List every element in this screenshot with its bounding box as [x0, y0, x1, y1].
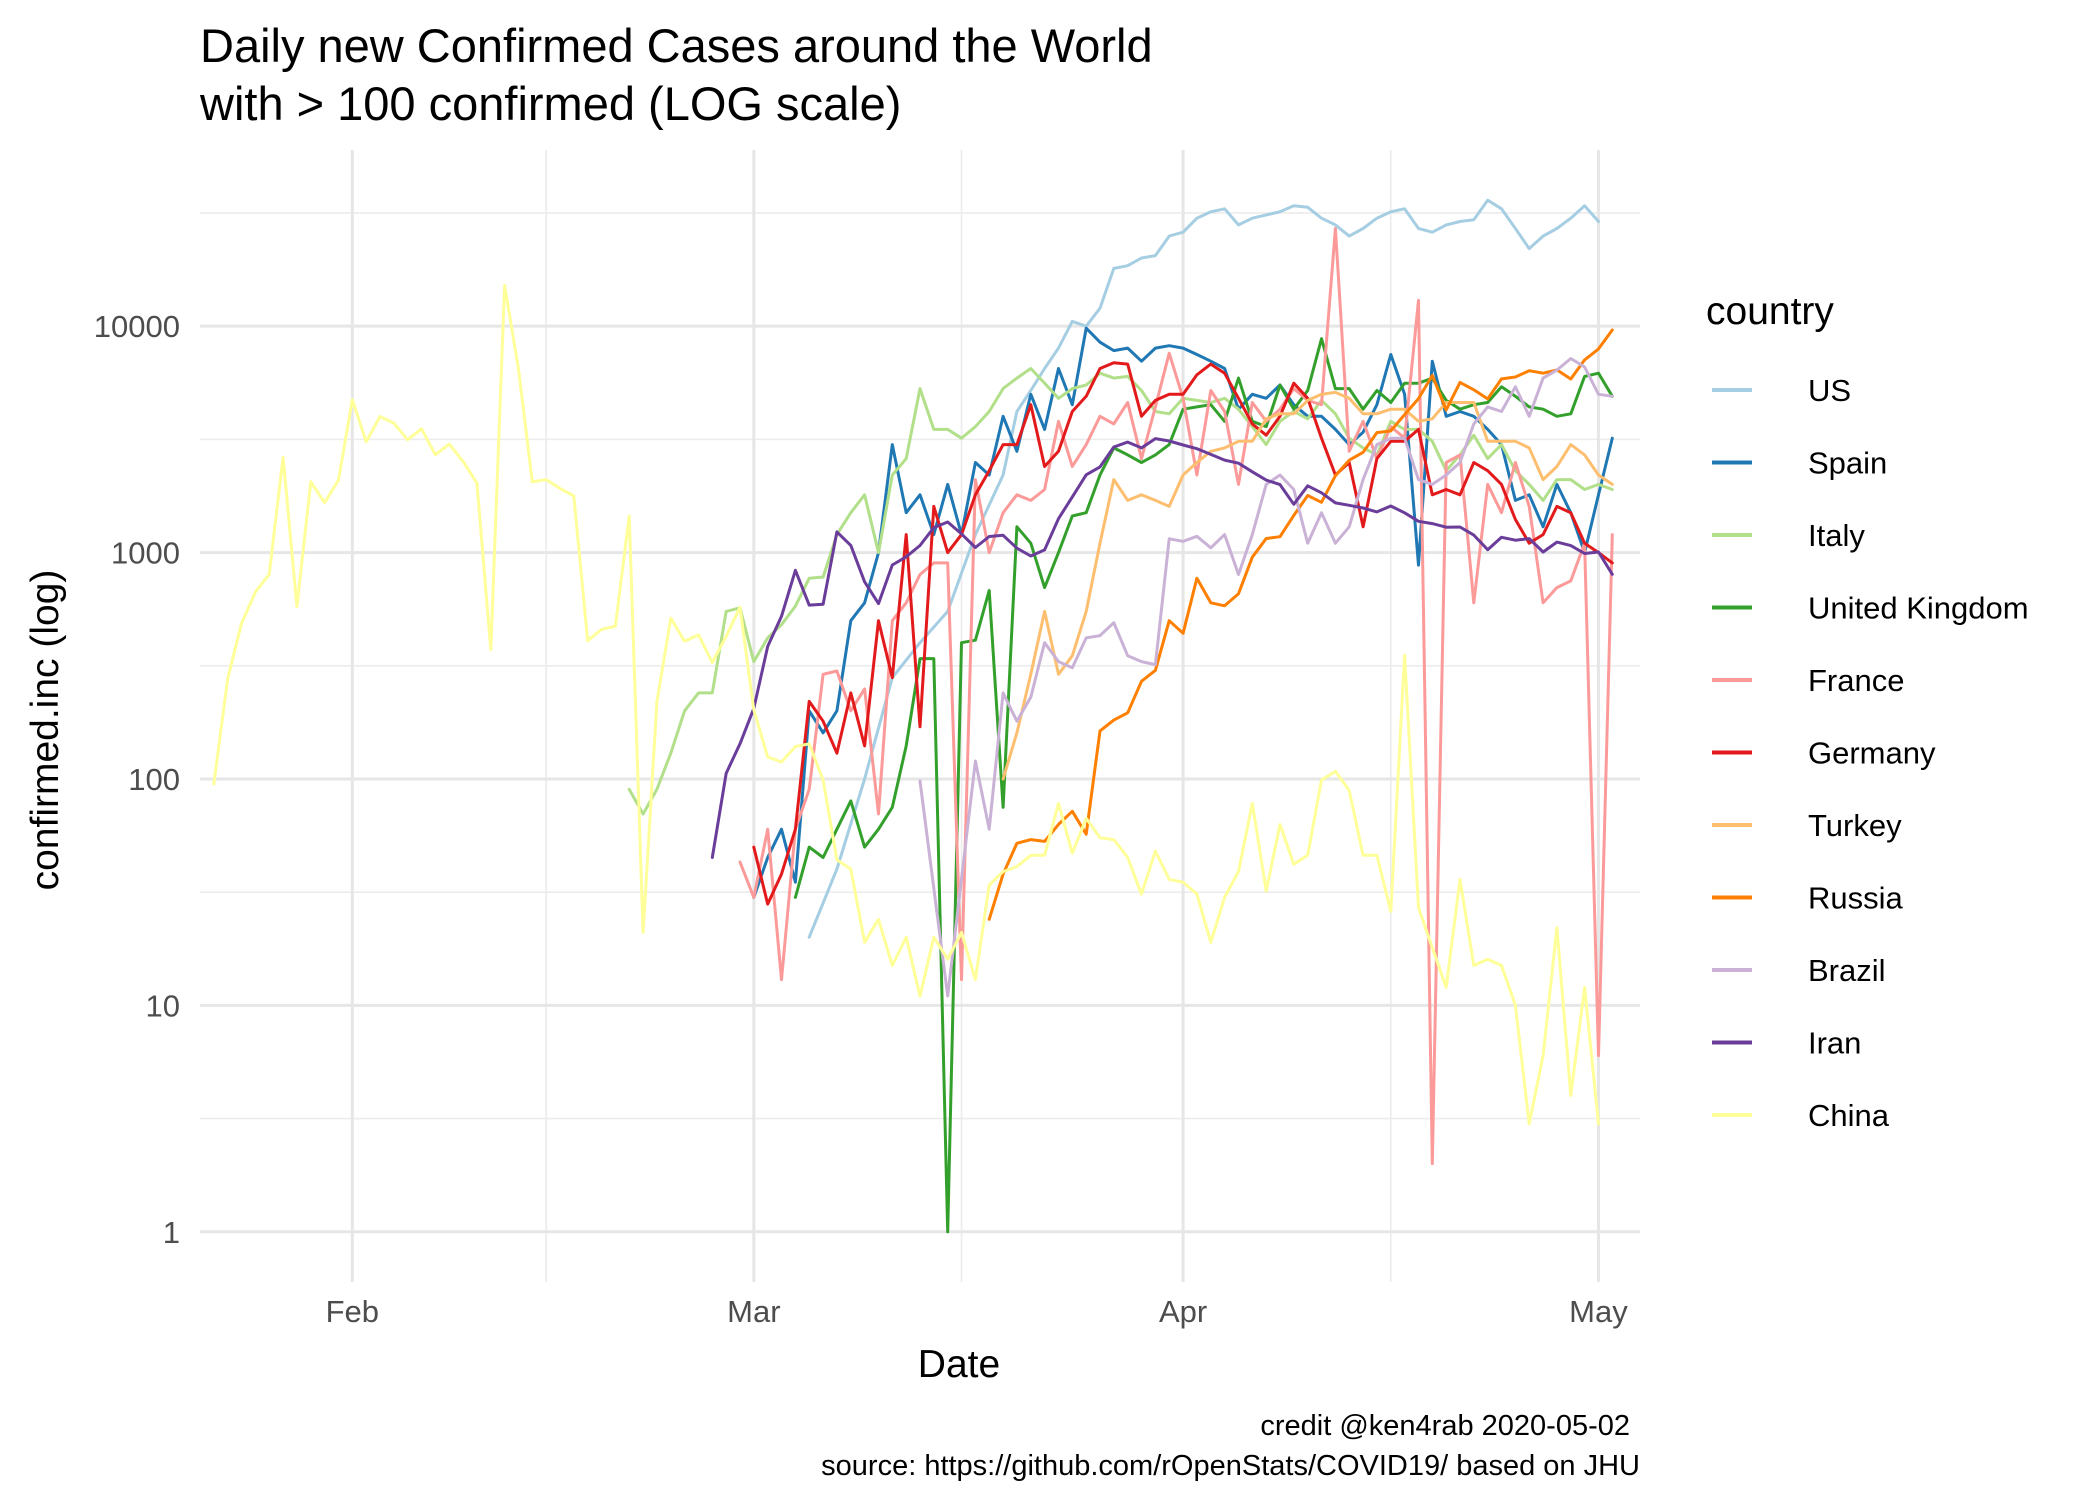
legend-label-china: China — [1808, 1098, 1890, 1133]
legend-label-germany: Germany — [1808, 736, 1936, 771]
series-line-france — [738, 227, 1614, 1166]
y-tick-label: 1 — [163, 1215, 180, 1250]
series-line-brazil — [918, 357, 1614, 998]
legend-label-brazil: Brazil — [1808, 953, 1886, 988]
caption: credit @ken4rab 2020-05-02 source: https… — [821, 1410, 1640, 1482]
grid — [200, 150, 1640, 1282]
legend-label-france: France — [1808, 663, 1904, 698]
y-tick-label: 10000 — [94, 309, 180, 344]
legend-label-russia: Russia — [1808, 881, 1904, 916]
x-axis-tick-labels: Feb Mar Apr May — [326, 1294, 1629, 1329]
series-line-china — [212, 283, 1600, 1126]
legend-label-iran: Iran — [1808, 1026, 1861, 1061]
x-tick-label: Mar — [727, 1294, 780, 1329]
chart-title: Daily new Confirmed Cases around the Wor… — [199, 19, 1153, 130]
caption-source: source: https://github.com/rOpenStats/CO… — [821, 1450, 1640, 1482]
series-line-turkey — [1001, 390, 1614, 781]
legend-label-turkey: Turkey — [1808, 808, 1902, 843]
series-line-iran — [710, 437, 1614, 859]
chart-title-line-1: Daily new Confirmed Cases around the Wor… — [200, 19, 1153, 72]
y-axis-title: confirmed.inc (log) — [24, 570, 67, 891]
y-tick-label: 1000 — [111, 536, 180, 571]
y-tick-label: 10 — [146, 988, 180, 1023]
x-tick-label: Apr — [1159, 1294, 1207, 1329]
legend: country US Spain Italy United Kingdom France… — [1706, 290, 2029, 1133]
series-line-united-kingdom — [793, 337, 1614, 1234]
legend-label-spain: Spain — [1808, 446, 1887, 481]
x-tick-label: Feb — [326, 1294, 379, 1329]
series-line-us — [807, 198, 1600, 939]
series-line-germany — [752, 361, 1614, 906]
legend-label-italy: Italy — [1808, 518, 1865, 553]
legend-label-united-kingdom: United Kingdom — [1808, 591, 2029, 626]
caption-credit: credit @ken4rab 2020-05-02 — [1260, 1410, 1630, 1442]
legend-label-us: US — [1808, 373, 1851, 408]
chart-title-line-2: with > 100 confirmed (LOG scale) — [199, 77, 901, 130]
x-axis-title: Date — [918, 1343, 1000, 1386]
legend-title: country — [1706, 290, 1834, 333]
y-tick-label: 100 — [128, 762, 180, 797]
series-line-italy — [627, 367, 1614, 816]
series-lines — [212, 198, 1614, 1234]
legend-items: US Spain Italy United Kingdom France Germany T… — [1712, 373, 2029, 1133]
series-line-russia — [987, 328, 1614, 921]
y-axis-tick-labels: 1 10 100 1000 10000 — [94, 309, 180, 1250]
x-tick-label: May — [1569, 1294, 1628, 1329]
